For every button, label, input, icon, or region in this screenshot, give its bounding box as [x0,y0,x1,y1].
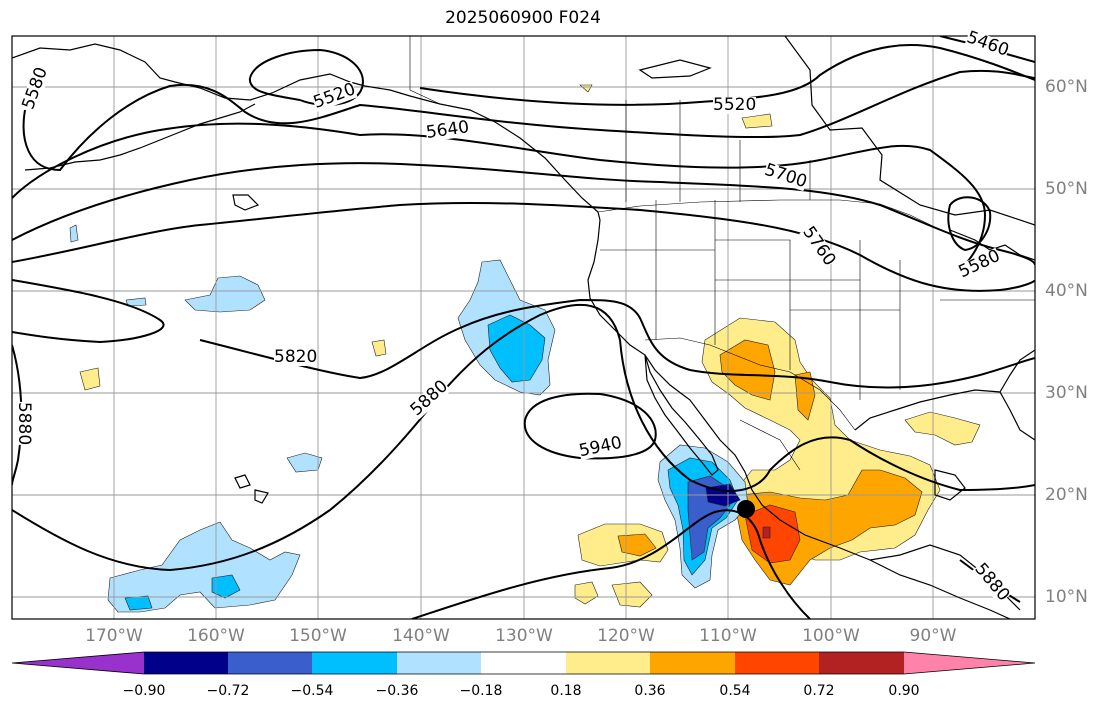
arctic-coast [638,59,712,79]
mexico-state-1 [739,419,801,471]
colorbar-segment [819,652,904,674]
lat-label-40n: 40°N [1045,281,1088,301]
colorbar-segment [566,652,650,674]
lat-label-10n: 10°N [1045,587,1088,607]
contour-5580-east-loop [947,196,992,252]
contour-5580 [22,69,1035,172]
lat-label-30n: 30°N [1045,383,1088,403]
colorbar-segment [650,652,735,674]
colorbar-tick: −0.72 [206,683,250,699]
lon-label-120w: 120°W [597,626,655,646]
anomaly-pacific-orange [617,533,657,557]
map-frame [11,35,1036,620]
colorbar-segment [735,652,819,674]
colorbar-segment [144,652,228,674]
contour-5820-pacific [12,279,165,344]
anomaly-pacific-small-1 [574,581,599,605]
lon-label-100w: 100°W [802,626,860,646]
contour-5760 [12,201,1035,292]
gulf-coast [854,389,1035,441]
negative-anomaly-shading [69,224,749,613]
contour-5520-low-west [248,77,301,101]
yucatan [934,469,966,501]
us-mexico-border [644,337,856,431]
colorbar-tick: 0.54 [719,683,751,699]
colorbar-segment [904,652,1035,674]
aleutians [24,103,256,171]
contour-label: 5520 [713,95,757,115]
anomaly-pacific-2 [286,452,323,473]
colorbar-tick: −0.90 [122,683,166,699]
lat-label-60n: 60°N [1045,77,1088,97]
west-coast-us [587,219,1011,619]
anomaly-canada [741,113,773,129]
contour-label: 5880 [14,401,35,446]
storm-center-marker [737,500,755,518]
anomaly-california-mid [487,314,546,383]
contour-5700 [12,162,1035,266]
anomaly-south-darkred [762,526,771,539]
state-line-4 [715,239,791,370]
map-area [12,36,1035,619]
colorbar-tick: 0.18 [550,683,582,699]
anomaly-pacific-small-3 [79,367,101,391]
colorbar [11,651,1036,675]
lon-label-160w: 160°W [187,626,245,646]
colorbar-tick: −0.54 [290,683,334,699]
lon-label-110w: 110°W [699,626,757,646]
anomaly-pacific-small-2 [611,581,653,608]
contour-5940 [523,392,657,460]
colorbar-tick: 0.72 [803,683,835,699]
hawaii-2 [254,489,269,504]
anomaly-pacific-6 [69,224,79,243]
anomaly-pacific-small-4 [371,339,387,357]
anomaly-pacific-3 [107,521,301,613]
lon-label-170w: 170°W [85,626,143,646]
anomaly-mexico-core [719,339,776,401]
contour-5520-east [419,44,1035,106]
colorbar-segment [481,652,566,674]
island-1 [232,194,260,211]
anomaly-south-red [744,504,801,564]
colorbar-segment [397,652,481,674]
baja-california [644,354,719,476]
height-contours [12,36,1035,619]
hawaii-1 [234,474,251,489]
lon-label-90w: 90°W [909,626,957,646]
lon-label-140w: 140°W [392,626,450,646]
contour-5880-south [411,509,811,619]
anomaly-pacific-4 [211,574,241,599]
alaska-coast [12,43,601,221]
colorbar-tick: 0.90 [888,683,920,699]
colorbar-segment [12,652,144,674]
anomaly-gulf [904,411,981,446]
colorbar-tick: −0.18 [459,683,503,699]
political-borders [409,36,1035,471]
lat-label-50n: 50°N [1045,179,1088,199]
contour-label: 5820 [274,347,318,367]
lon-label-130w: 130°W [495,626,553,646]
colorbar-segment [228,652,312,674]
colorbar-segment [312,652,397,674]
contour-5640 [12,122,987,271]
colorbar-outline [11,651,1036,675]
colorbar-tick: 0.36 [634,683,666,699]
alaska-canada-border [409,36,441,105]
contour-5880 [12,303,1035,572]
map-title: 2025060900 F024 [445,8,601,28]
contour-5880-west [12,344,23,486]
anomaly-pacific-1 [184,275,266,313]
lon-label-150w: 150°W [289,626,347,646]
contour-5820 [199,298,1035,389]
anomaly-alaska [579,84,593,93]
hudson-bay-region [784,36,1035,226]
anomaly-pacific-5 [124,595,153,611]
florida [999,349,1035,393]
lat-label-20n: 20°N [1045,485,1088,505]
colorbar-tick: −0.36 [375,683,419,699]
